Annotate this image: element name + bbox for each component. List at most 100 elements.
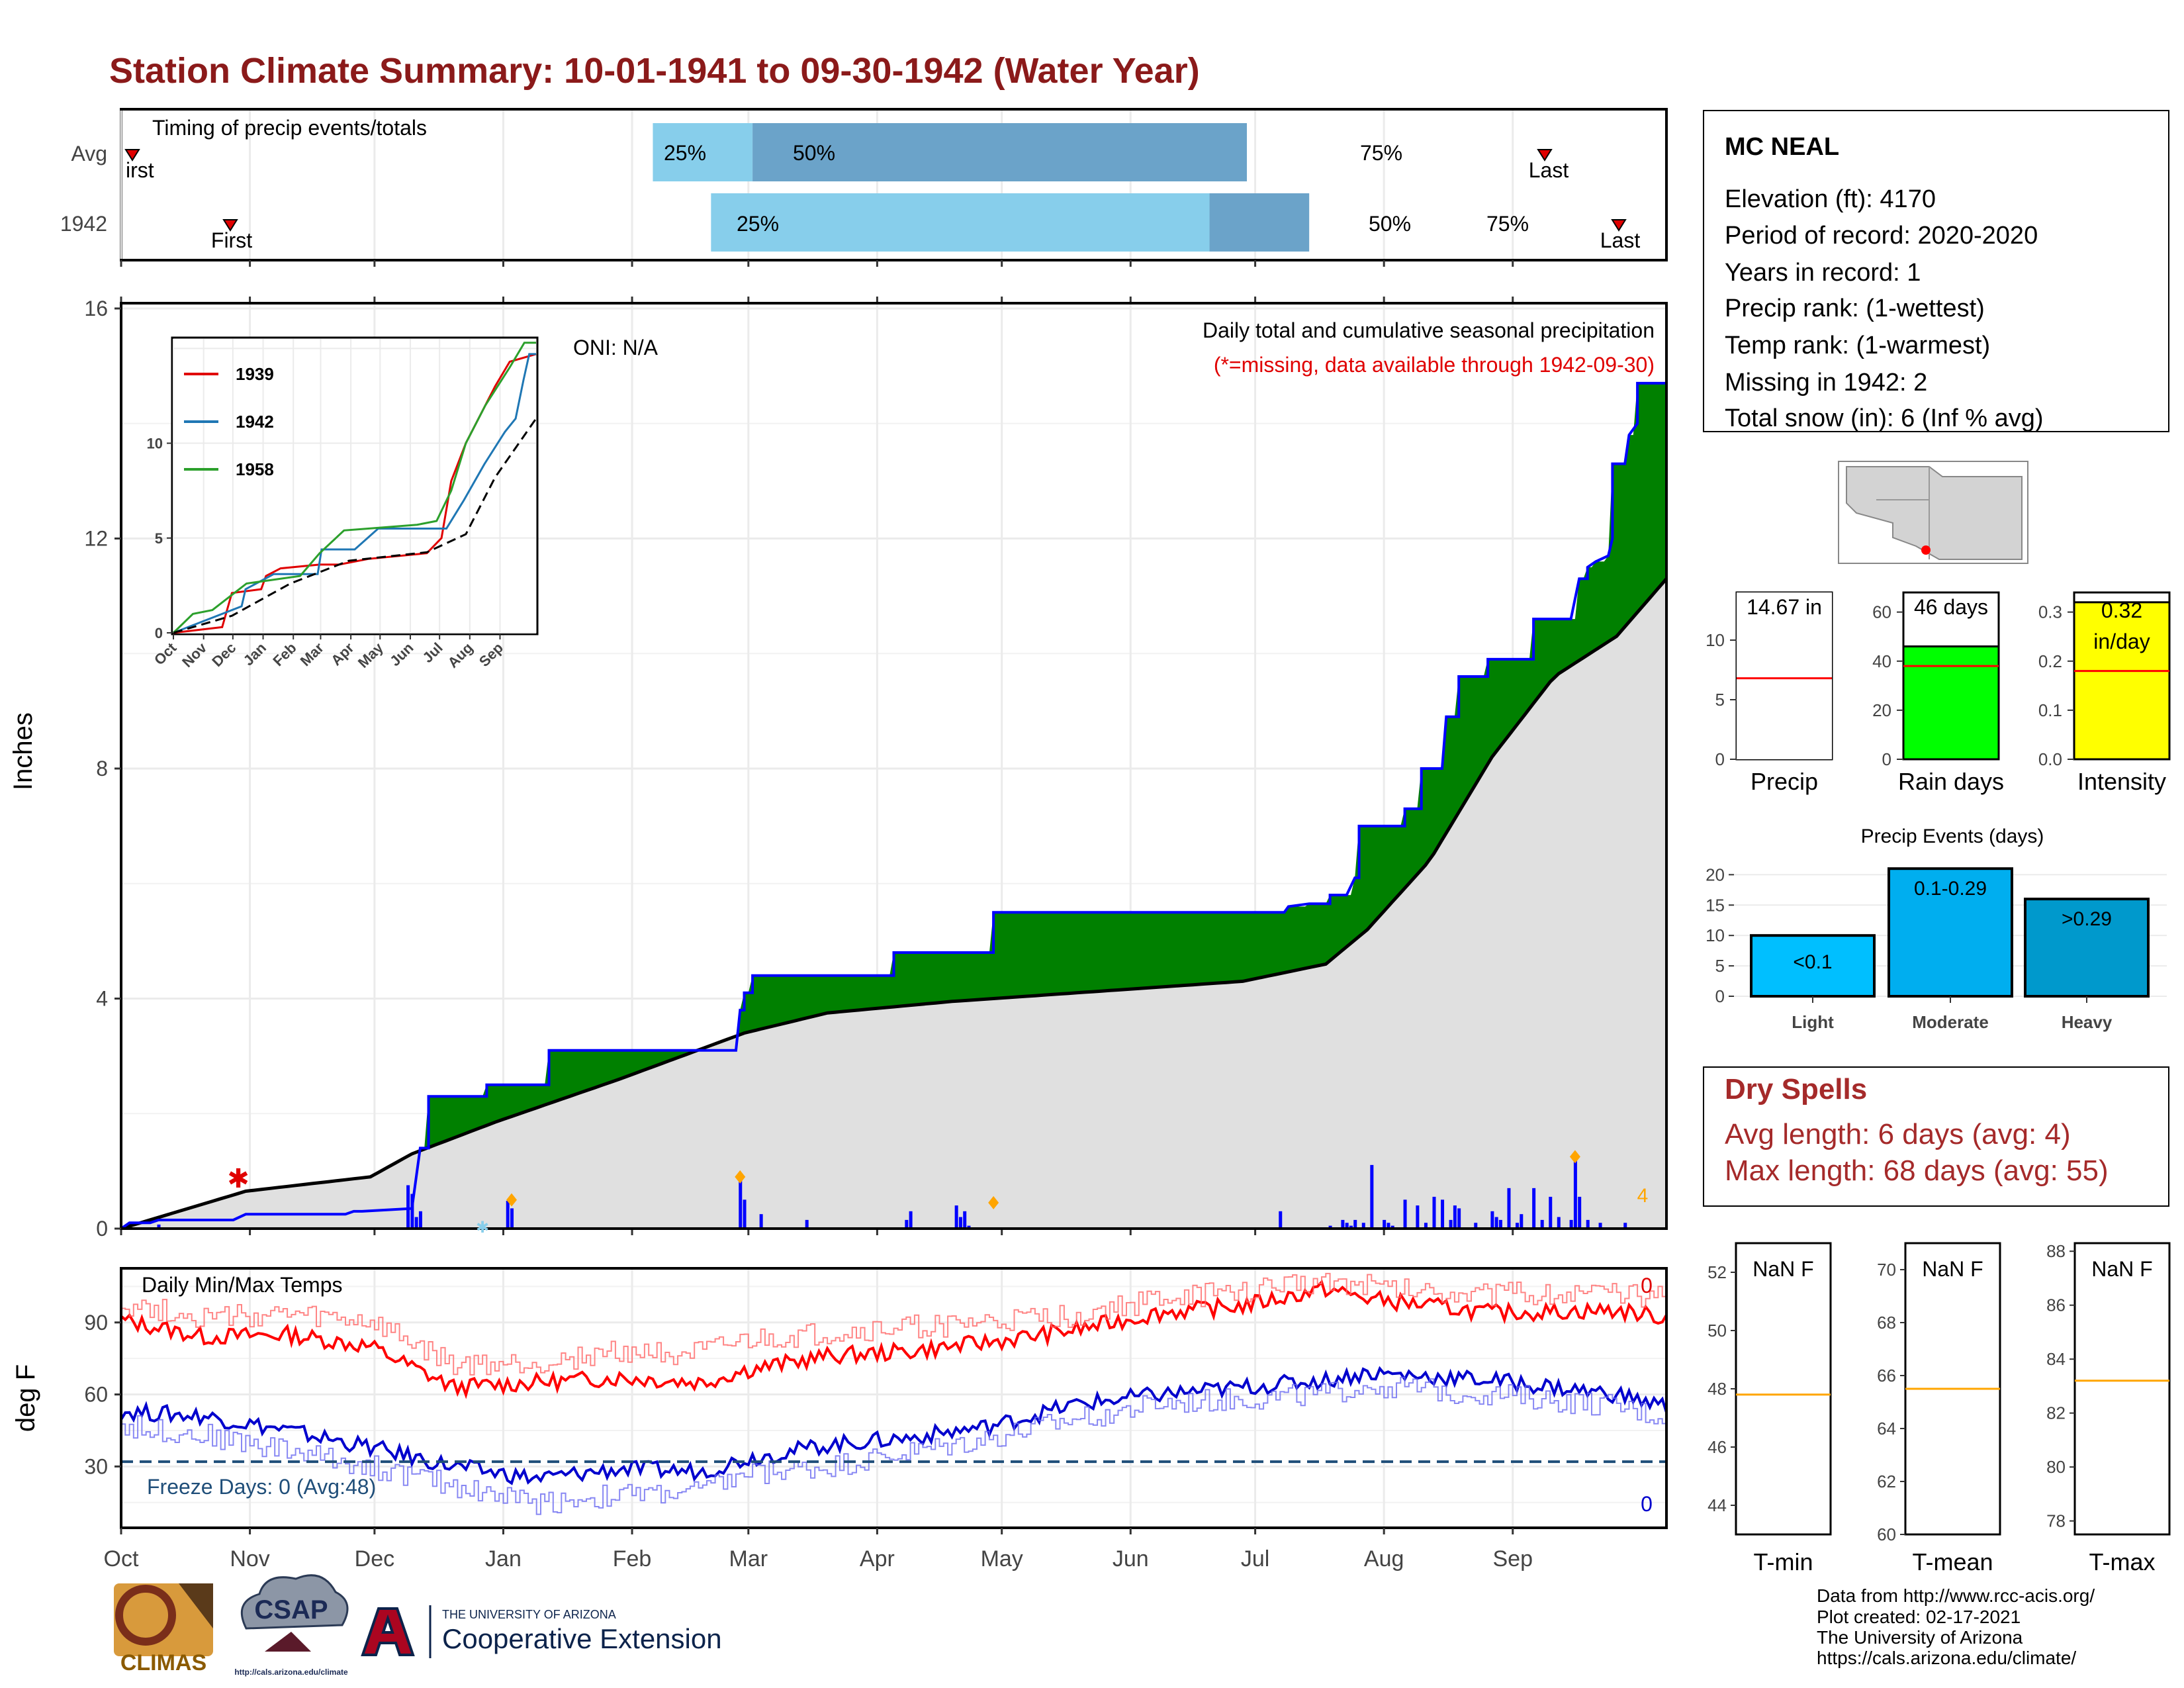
page-title: Station Climate Summary: 10-01-1941 to 0… (109, 51, 1200, 91)
rain-days-gauge-value: 46 days (1914, 595, 1988, 619)
footer-line-0: Data from http://www.rcc-acis.org/ (1817, 1585, 2095, 1606)
footer-logos: CLIMAS CSAP http://cals.arizona.edu/clim… (114, 1574, 722, 1677)
daily-bar (954, 1205, 958, 1229)
state-border-icon (1876, 467, 1930, 559)
temp-gauge-tick-label: 86 (2046, 1295, 2066, 1315)
temp-line-tmax (120, 1279, 1668, 1399)
events-ytick-label: 15 (1706, 895, 1725, 915)
temp-gauge-tick-label: 52 (1707, 1262, 1727, 1282)
timing-label: Timing of precip events/totals (152, 116, 427, 140)
csap-cloud-icon (240, 1574, 349, 1630)
yr-last-marker-icon (1611, 219, 1627, 232)
summary-gauges: 14.67 in Precip 0 5 10 46 days Rain days 0… (1706, 591, 2171, 795)
climas-logo: CLIMAS (114, 1583, 213, 1675)
inset-lines (172, 342, 537, 634)
intensity-gauge-value: 0.32 (2101, 598, 2142, 622)
gauge-tick-label: 5 (1715, 690, 1725, 710)
oni-label: ONI: N/A (573, 336, 659, 359)
footer-line-3: https://cals.arizona.edu/climate/ (1817, 1648, 2076, 1668)
daily-bar (967, 1225, 971, 1229)
daily-bar (1328, 1225, 1332, 1229)
temp-gauge-tick-label: 88 (2046, 1241, 2066, 1261)
station-line-1: Period of record: 2020-2020 (1725, 222, 2038, 250)
events-bar-label: 0.1-0.29 (1914, 878, 1987, 900)
csap-url: http://cals.arizona.edu/climate (234, 1667, 348, 1677)
avg-75-label: 75% (1360, 141, 1402, 165)
events-bar-light (1750, 934, 1876, 998)
precip-ytick-label: 16 (84, 297, 108, 320)
temp-gauge-tick-label: 50 (1707, 1321, 1727, 1340)
temp-yticks: 30 60 90 (84, 1311, 121, 1478)
month-tick-label: Sep (1493, 1546, 1533, 1571)
snow-diamond-icon (735, 1170, 746, 1184)
temp-gauge-tick-label: 44 (1707, 1495, 1727, 1515)
daily-bar (1474, 1223, 1478, 1229)
temp-gauge-tick-label: 48 (1707, 1379, 1727, 1399)
month-tick-label: Aug (1364, 1546, 1404, 1571)
dry-spells-max: Max length: 68 days (avg: 55) (1725, 1154, 2109, 1187)
daily-bar (1345, 1223, 1349, 1229)
legend-1939-label: 1939 (236, 364, 274, 384)
daily-bar (1549, 1196, 1553, 1229)
daily-bar (1532, 1188, 1536, 1229)
timing-panel: Timing of precip events/totals Avg 1942 … (60, 108, 1668, 267)
events-bar-label: >0.29 (2062, 908, 2112, 930)
yr-bar-25-50 (711, 193, 1210, 252)
cum-1942-line (120, 381, 1666, 1230)
inset-legend: 1939 1942 1958 (184, 364, 274, 479)
freeze-days-label: Freeze Days: 0 (Avg:48) (147, 1475, 376, 1499)
temp-frame (120, 1267, 1668, 1529)
month-tick-label: Mar (729, 1546, 768, 1571)
daily-bar (1598, 1223, 1602, 1229)
daily-bar (1453, 1205, 1457, 1229)
station-frame (1703, 110, 2169, 432)
daily-bar (1424, 1223, 1428, 1229)
month-tick-label: Apr (860, 1546, 895, 1571)
daily-bar (1341, 1219, 1345, 1229)
month-tick-label: Nov (230, 1546, 269, 1571)
gauge-tick-label: 10 (1706, 630, 1725, 650)
temp-ylabel: deg F (11, 1364, 40, 1432)
avg-last-marker-icon (1537, 149, 1553, 162)
min-count: 0 (1641, 1492, 1653, 1516)
precip-panel: Inches 0 4 8 12 16 ONI: N/A Daily total and … (9, 297, 1668, 1241)
precip-frame (120, 302, 1668, 1230)
intensity-gauge-ticks: 0.0 0.1 0.2 0.3 (2038, 602, 2074, 769)
csap-mountain-icon (265, 1632, 311, 1652)
daily-bar (805, 1219, 809, 1229)
cum-avg-line (120, 577, 1668, 1231)
gauge-tick-label: 0.2 (2038, 651, 2062, 671)
daily-bar (1403, 1199, 1407, 1229)
avg-bar-25-50 (653, 123, 753, 181)
daily-bar (1498, 1219, 1502, 1229)
daily-bar (157, 1224, 161, 1229)
station-line-5: Missing in 1942: 2 (1725, 369, 1927, 397)
climas-mountain-icon (179, 1583, 213, 1628)
precip-ytick-label: 8 (96, 757, 108, 780)
snow-diamond-icon (1569, 1150, 1580, 1164)
daily-bar (1370, 1164, 1374, 1229)
events-title: Precip Events (days) (1861, 825, 2044, 847)
temp-line-tmax_avg (121, 1272, 1667, 1376)
inset-yticks: 0 5 10 (147, 436, 172, 641)
avg-bar-50-75 (752, 123, 1248, 181)
station-location-icon (1921, 545, 1931, 555)
temp-lines (120, 1272, 1668, 1515)
events-ytick-label: 20 (1706, 865, 1725, 884)
temp-gauge-label-2: T-max (2089, 1548, 2155, 1575)
daily-bar (1578, 1196, 1582, 1229)
month-tick-label: Dec (355, 1546, 394, 1571)
inset-grid (173, 339, 536, 633)
events-ytick-label: 5 (1715, 956, 1725, 976)
gauge-tick-label: 60 (1872, 602, 1891, 622)
month-axis: Oct Nov Dec Jan Feb Mar Apr May Jun Jul Aug Sep (104, 1528, 1533, 1571)
daily-bar (759, 1214, 763, 1229)
temp-gauge-tick-label: 68 (1877, 1313, 1896, 1333)
rain-days-gauge: 46 days Rain days 0 20 40 60 (1872, 591, 2004, 795)
precip-events-chart: Precip Events (days) <0.1 Light 0.1-0.29 Mo… (1706, 825, 2167, 1032)
temp-gauge-value-1: NaN F (1922, 1257, 1983, 1281)
daily-bar (1557, 1217, 1561, 1229)
daily-bar (1353, 1219, 1357, 1229)
